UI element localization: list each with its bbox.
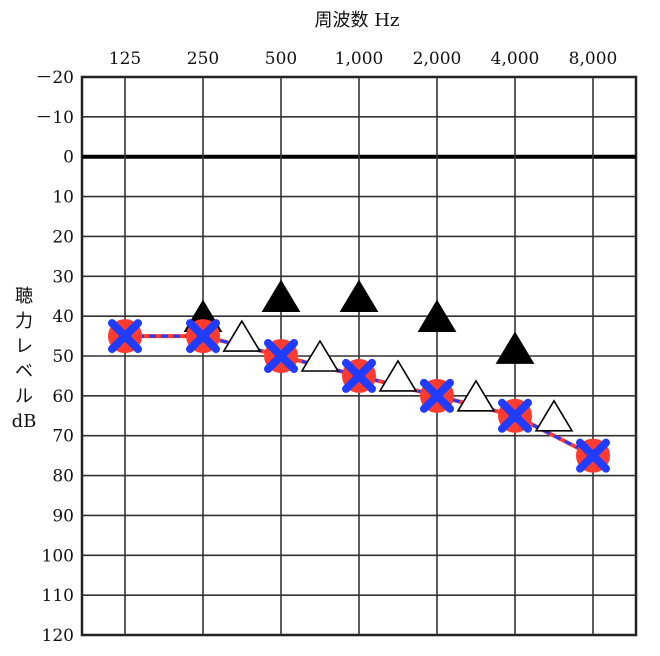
y-tick-label: 30 (52, 267, 74, 287)
bone-conduction-marker (417, 299, 457, 332)
x-tick-label: 125 (109, 49, 141, 69)
y-axis-title-glyph: ベ (15, 361, 33, 382)
y-tick-label: 70 (52, 427, 74, 447)
x-tick-label: 1,000 (335, 49, 384, 69)
left-ear-cross-marker (498, 398, 532, 433)
y-tick-label: 60 (52, 387, 74, 407)
y-tick-label: －20 (35, 68, 74, 88)
y-tick-label: 20 (52, 227, 74, 247)
y-tick-label: 80 (52, 467, 74, 487)
y-tick-label: 10 (52, 188, 74, 208)
masked-bone-conduction-marker (534, 399, 574, 432)
x-tick-label: 250 (187, 49, 219, 69)
left-ear-cross-marker (108, 319, 142, 354)
y-tick-label: 90 (52, 506, 74, 526)
x-tick-label: 2,000 (413, 49, 462, 69)
y-axis-title-glyph: 力 (15, 311, 33, 332)
left-ear-cross-marker (576, 438, 610, 473)
masked-bone-conduction-marker (222, 319, 262, 352)
y-tick-label: 100 (42, 546, 74, 566)
y-axis-title-glyph: dB (12, 411, 37, 432)
x-axis-title: 周波数 Hz (315, 10, 400, 31)
y-axis-title-glyph: ル (15, 386, 33, 407)
left-ear-cross-marker (264, 339, 298, 373)
y-tick-labels: －20 －10 0 10 20 30 40 50 60 70 80 90 100 110 120 (35, 68, 74, 646)
masked-bone-conduction-marker (300, 339, 340, 372)
y-axis-title-glyph: レ (15, 336, 33, 357)
x-tick-label: 8,000 (569, 49, 618, 69)
bone-conduction-marker (495, 331, 535, 364)
data-series (108, 279, 610, 473)
y-tick-label: 0 (63, 148, 74, 168)
bone-conduction-marker (339, 279, 379, 313)
y-tick-label: －10 (35, 108, 74, 128)
bone-conduction-marker (261, 279, 301, 313)
left-ear-cross-marker (420, 378, 454, 413)
x-tick-label: 500 (265, 49, 297, 69)
grid (80, 75, 638, 637)
y-tick-label: 110 (42, 586, 74, 606)
left-ear-cross-marker (186, 319, 220, 354)
y-tick-label: 120 (42, 626, 74, 646)
masked-bone-conduction-marker (456, 379, 496, 412)
y-axis-title-glyph: 聴 (15, 286, 33, 307)
y-tick-label: 40 (52, 307, 74, 327)
left-ear-cross-marker (342, 358, 376, 393)
x-tick-label: 4,000 (491, 49, 540, 69)
x-tick-labels: 125 250 500 1,000 2,000 4,000 8,000 (109, 49, 618, 69)
masked-bone-conduction-marker (378, 359, 418, 392)
y-tick-label: 50 (52, 347, 74, 367)
